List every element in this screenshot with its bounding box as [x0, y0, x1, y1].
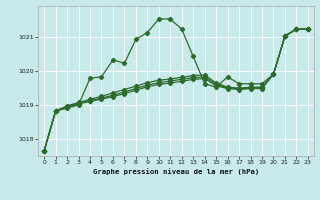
X-axis label: Graphe pression niveau de la mer (hPa): Graphe pression niveau de la mer (hPa) — [93, 168, 259, 175]
